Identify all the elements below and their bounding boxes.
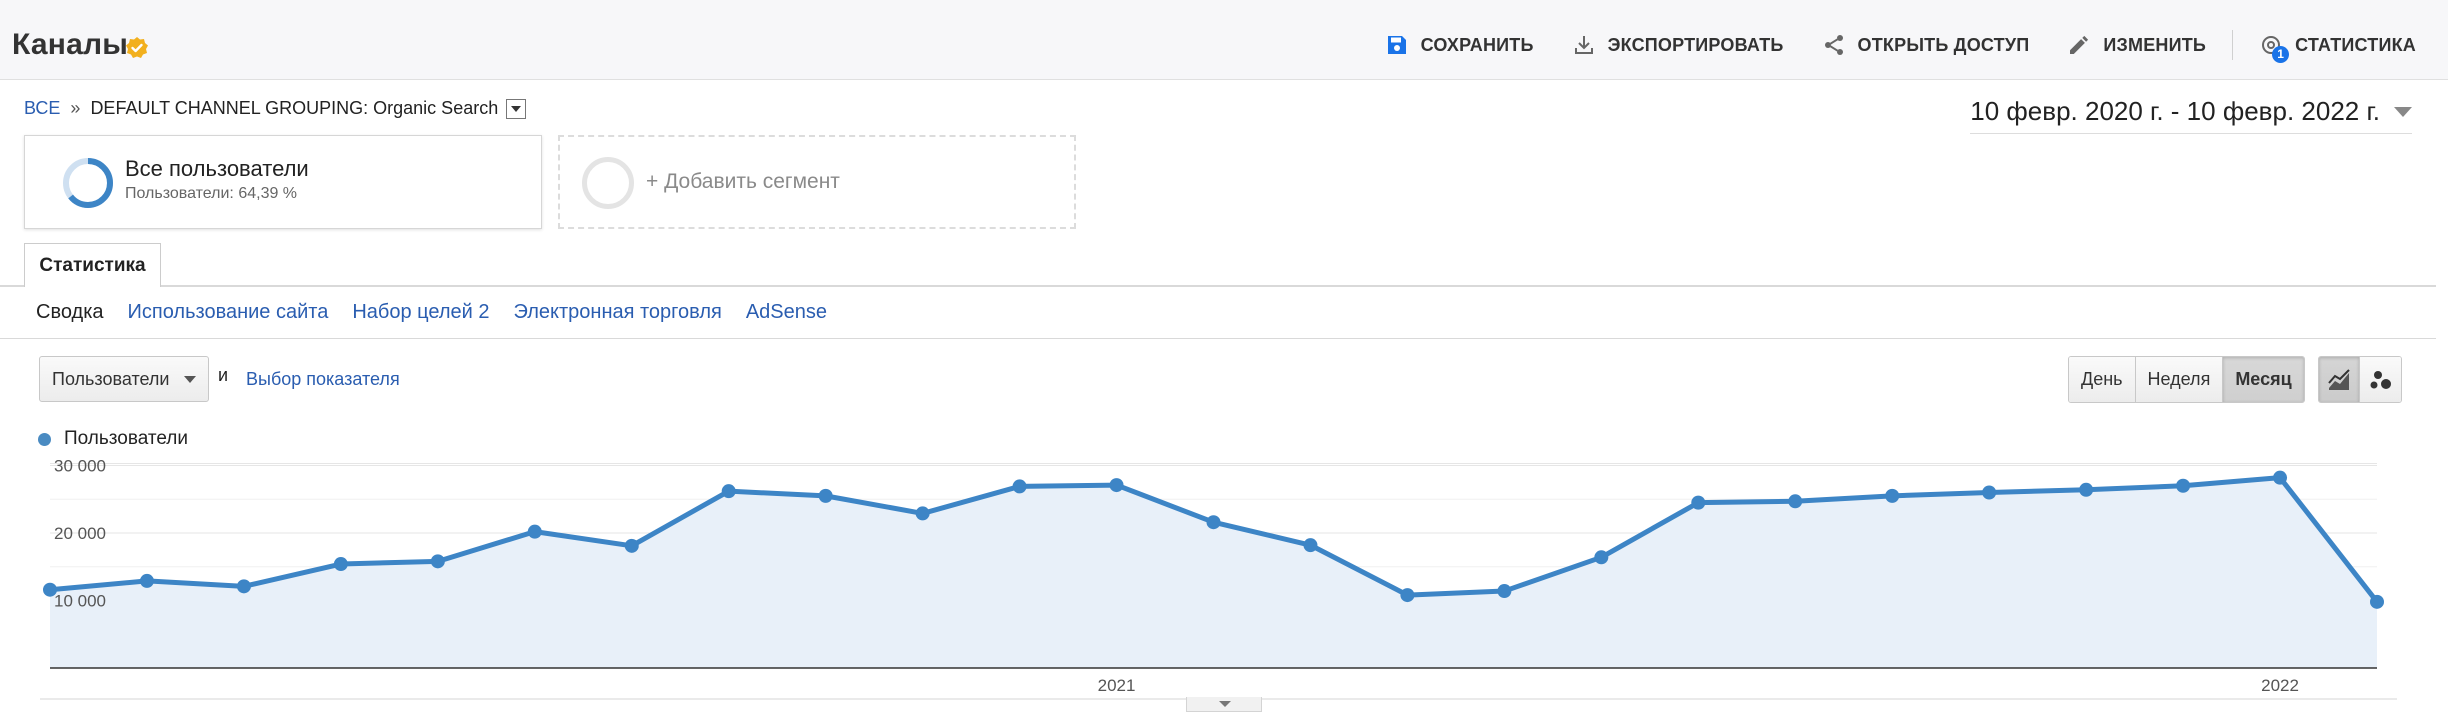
edit-label: ИЗМЕНИТЬ [2103,34,2207,55]
and-label: и [218,365,229,385]
tabs-divider [0,285,2436,287]
x-tick-label: 2022 [2261,676,2299,695]
data-point [43,582,57,597]
data-point [624,538,639,553]
subtab-summary[interactable]: Сводка [36,301,104,323]
period-day-button[interactable]: День [2069,357,2136,402]
subtabs-divider [0,338,2436,339]
data-point [236,579,251,594]
data-point [2273,470,2288,485]
subtab-goal-set-2[interactable]: Набор целей 2 [352,301,490,323]
data-point [430,554,445,569]
data-point [721,484,736,499]
period-month-button[interactable]: Месяц [2223,357,2304,402]
period-toggle: День Неделя Месяц [2068,356,2305,403]
add-segment-button[interactable]: + Добавить сегмент [558,135,1076,229]
chevron-down-icon [184,376,196,383]
actions-divider [2232,30,2234,60]
share-button[interactable]: ОТКРЫТЬ ДОСТУП [1822,33,2030,57]
metric-select[interactable]: Пользователи [39,356,209,402]
data-point [1012,479,1027,494]
users-line-chart: 10 000 20 000 30 000 2021 2022 [40,457,2397,700]
share-label: ОТКРЫТЬ ДОСТУП [1857,34,2030,55]
breadcrumb-all-link[interactable]: ВСЕ [24,98,61,118]
save-label: СОХРАНИТЬ [1420,34,1534,55]
data-point [1788,494,1803,509]
segment-share-ring-icon [63,158,113,208]
legend-series-label: Пользователи [64,428,189,449]
tab-statistics[interactable]: Статистика [24,243,161,287]
motion-chart-button[interactable] [2360,357,2401,402]
series-area [50,477,2377,668]
data-point [1109,478,1124,493]
subtab-ecommerce[interactable]: Электронная торговля [513,301,722,323]
verified-badge-icon [126,37,148,58]
data-point [915,506,930,521]
data-point [139,573,154,588]
save-button[interactable]: СОХРАНИТЬ [1385,33,1534,57]
data-point [2370,594,2384,609]
pencil-icon [2070,35,2089,54]
download-icon [1574,36,1593,54]
date-range-picker[interactable]: 10 февр. 2020 г. - 10 февр. 2022 г. [1970,96,2412,134]
metric-select-value: Пользователи [52,369,170,389]
report-actions: СОХРАНИТЬ ЭКСПОРТИРОВАТЬ ОТКРЫТЬ ДОСТУП [1347,30,2416,63]
date-range-label: 10 февр. 2020 г. - 10 февр. 2022 г. [1970,96,2380,126]
y-tick-label: 10 000 [54,592,106,611]
breadcrumb-dropdown[interactable] [506,98,527,119]
x-tick-label: 2021 [1098,676,1136,695]
data-point [1400,588,1415,603]
line-chart-button[interactable] [2319,357,2360,402]
edit-button[interactable]: ИЗМЕНИТЬ [2067,33,2206,57]
segment-all-users[interactable]: Все пользователи Пользователи: 64,39 % [24,135,542,229]
data-point [1206,515,1221,530]
data-point [1885,488,1900,503]
subtab-site-usage[interactable]: Использование сайта [127,301,329,323]
data-point [333,557,348,572]
data-point [1691,495,1706,510]
data-point [2176,478,2191,493]
chart-legend: Пользователи [38,428,188,450]
y-tick-label: 20 000 [54,524,106,543]
breadcrumb: ВСЕ » DEFAULT CHANNEL GROUPING: Organic … [24,98,527,119]
y-tick-label: 30 000 [54,457,106,476]
save-icon [1387,36,1406,54]
insights-count-badge: 1 [2272,46,2290,63]
data-point [1497,584,1512,599]
subtab-adsense[interactable]: AdSense [745,301,827,323]
data-point [1303,538,1318,553]
choose-metric-link[interactable]: Выбор показателя [246,369,400,389]
data-point [527,524,542,539]
export-button[interactable]: ЭКСПОРТИРОВАТЬ [1572,33,1784,57]
segment-subtitle: Пользователи: 64,39 % [125,185,298,202]
chart-resize-handle[interactable] [1186,697,1262,712]
bubble-chart-icon [2370,370,2391,389]
breadcrumb-separator: » [70,98,81,118]
data-point [1982,485,1997,500]
insights-icon-wrap: 1 [2259,33,2290,63]
legend-dot [38,432,51,446]
export-label: ЭКСПОРТИРОВАТЬ [1607,34,1784,55]
segment-title: Все пользователи [125,156,309,181]
page-title: Каналы [12,28,129,61]
insights-icon [2262,36,2281,54]
insights-button[interactable]: 1 СТАТИСТИКА [2259,33,2416,63]
chart-type-toggle [2318,356,2402,403]
share-icon [1824,35,1843,55]
report-header: Каналы СОХРАНИТЬ ЭКСПОРТИРОВАТЬ [0,0,2448,80]
data-point [818,488,833,503]
period-week-button[interactable]: Неделя [2135,357,2224,402]
add-segment-ring-icon [582,157,634,209]
add-segment-label: + Добавить сегмент [646,170,840,193]
breadcrumb-current: DEFAULT CHANNEL GROUPING: Organic Search [90,98,499,118]
insights-label: СТАТИСТИКА [2295,34,2416,55]
data-point [1594,550,1609,565]
line-chart-icon [2328,368,2350,390]
chevron-down-icon [2394,106,2412,117]
report-subtabs: Сводка Использование сайта Набор целей 2… [36,301,851,324]
data-point [2079,482,2094,497]
